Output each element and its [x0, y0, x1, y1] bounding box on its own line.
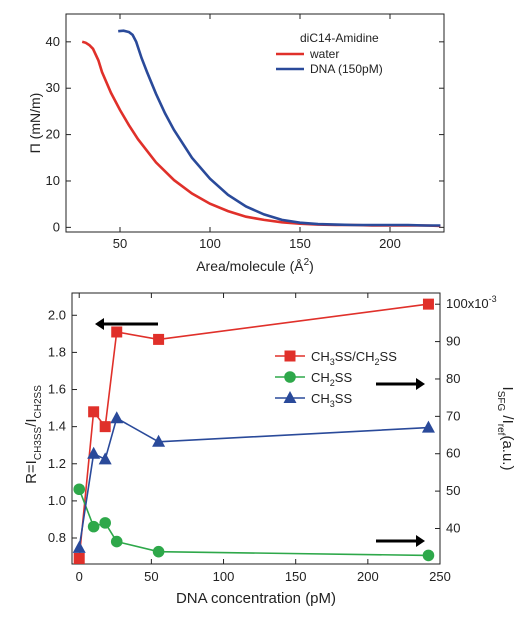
bottom-legend-label-1: CH2SS [311, 370, 352, 388]
bottom-y2-tick-label: 100x10-3 [446, 294, 497, 311]
top-series-line-1 [118, 29, 441, 227]
top-legend-label-0: water [309, 47, 339, 61]
top-plot-frame [65, 13, 445, 233]
bottom-point-triangle [421, 420, 435, 433]
top-y-tick-label: 20 [46, 127, 60, 142]
bottom-point-square [99, 421, 111, 433]
top-x-tick-label: 50 [113, 236, 127, 251]
top-y-tick-label: 30 [46, 80, 60, 95]
bottom-x-tick-label: 250 [429, 569, 451, 584]
bottom-point-circle [152, 545, 165, 558]
bottom-series-line-0 [78, 303, 429, 559]
bottom-x-tick-label: 50 [144, 569, 158, 584]
bottom-x-tick-label: 150 [285, 569, 307, 584]
bottom-point-triangle [152, 434, 166, 447]
top-y-axis-label: Π (mN/m) [27, 93, 43, 154]
bottom-point-triangle [87, 446, 101, 459]
bottom-point-square [88, 406, 100, 418]
top-series-line-0 [81, 40, 441, 228]
bottom-point-square [422, 298, 434, 310]
bottom-point-triangle [72, 540, 86, 553]
bottom-point-circle [99, 517, 111, 529]
bottom-legend-marker-triangle [283, 391, 297, 403]
bottom-series-line-1 [78, 488, 429, 557]
bottom-y-tick-label: 0.8 [48, 530, 66, 545]
bottom-y-tick-label: 1.2 [48, 456, 66, 471]
bottom-point-circle [87, 520, 100, 533]
bottom-point-square [153, 333, 165, 345]
top-y-tick-label: 0 [53, 219, 60, 234]
top-x-tick-label: 150 [289, 236, 311, 251]
bottom-legend-label-0: CH3SS/CH2SS [311, 349, 397, 367]
bottom-y-tick-label: 1.6 [48, 382, 66, 397]
bottom-y2-tick-label: 80 [446, 371, 460, 386]
bottom-y2-tick-label: 50 [446, 483, 460, 498]
arrow-left-axis-head [95, 318, 104, 330]
bottom-x-axis-label: DNA concentration (pM) [176, 590, 336, 607]
bottom-y2-tick-label: 70 [446, 408, 460, 423]
arrow-right-axis-upper-head [416, 378, 425, 390]
bottom-legend-marker-square [284, 350, 296, 362]
bottom-point-circle [110, 535, 123, 548]
top-x-tick-label: 200 [379, 236, 401, 251]
bottom-y-tick-label: 2.0 [48, 307, 66, 322]
bottom-legend-label-2: CH3SS [311, 391, 352, 409]
bottom-y-tick-label: 1.4 [48, 419, 66, 434]
top-y-tick-label: 10 [46, 173, 60, 188]
bottom-y2-axis-label: ISFG /Iref(a.u.) [495, 387, 516, 471]
bottom-legend-marker-circle [284, 371, 296, 383]
bottom-point-triangle [110, 411, 124, 424]
top-legend-label-1: DNA (150pM) [310, 62, 383, 76]
bottom-point-circle [73, 483, 86, 496]
bottom-x-tick-label: 200 [357, 569, 379, 584]
bottom-series-line-2 [78, 417, 429, 549]
bottom-y-tick-label: 1.8 [48, 344, 66, 359]
top-x-axis-label: Area/molecule (Å2) [196, 257, 314, 274]
bottom-plot-frame [71, 292, 441, 565]
bottom-y2-tick-label: 90 [446, 334, 460, 349]
bottom-y2-tick-label: 60 [446, 446, 460, 461]
bottom-y-axis-label: R=ICH3SS/ICH2SS [23, 385, 44, 484]
top-x-tick-label: 100 [199, 236, 221, 251]
bottom-point-triangle [98, 452, 112, 465]
bottom-y2-tick-label: 40 [446, 520, 460, 535]
bottom-point-circle [422, 549, 435, 562]
bottom-x-tick-label: 0 [76, 569, 83, 584]
top-legend-title: diC14-Amidine [300, 31, 379, 45]
top-y-tick-label: 40 [46, 34, 60, 49]
bottom-point-square [111, 326, 123, 338]
bottom-x-tick-label: 100 [213, 569, 235, 584]
bottom-point-square [73, 552, 85, 564]
arrow-right-axis-lower-head [416, 535, 425, 547]
bottom-y-tick-label: 1.0 [48, 493, 66, 508]
